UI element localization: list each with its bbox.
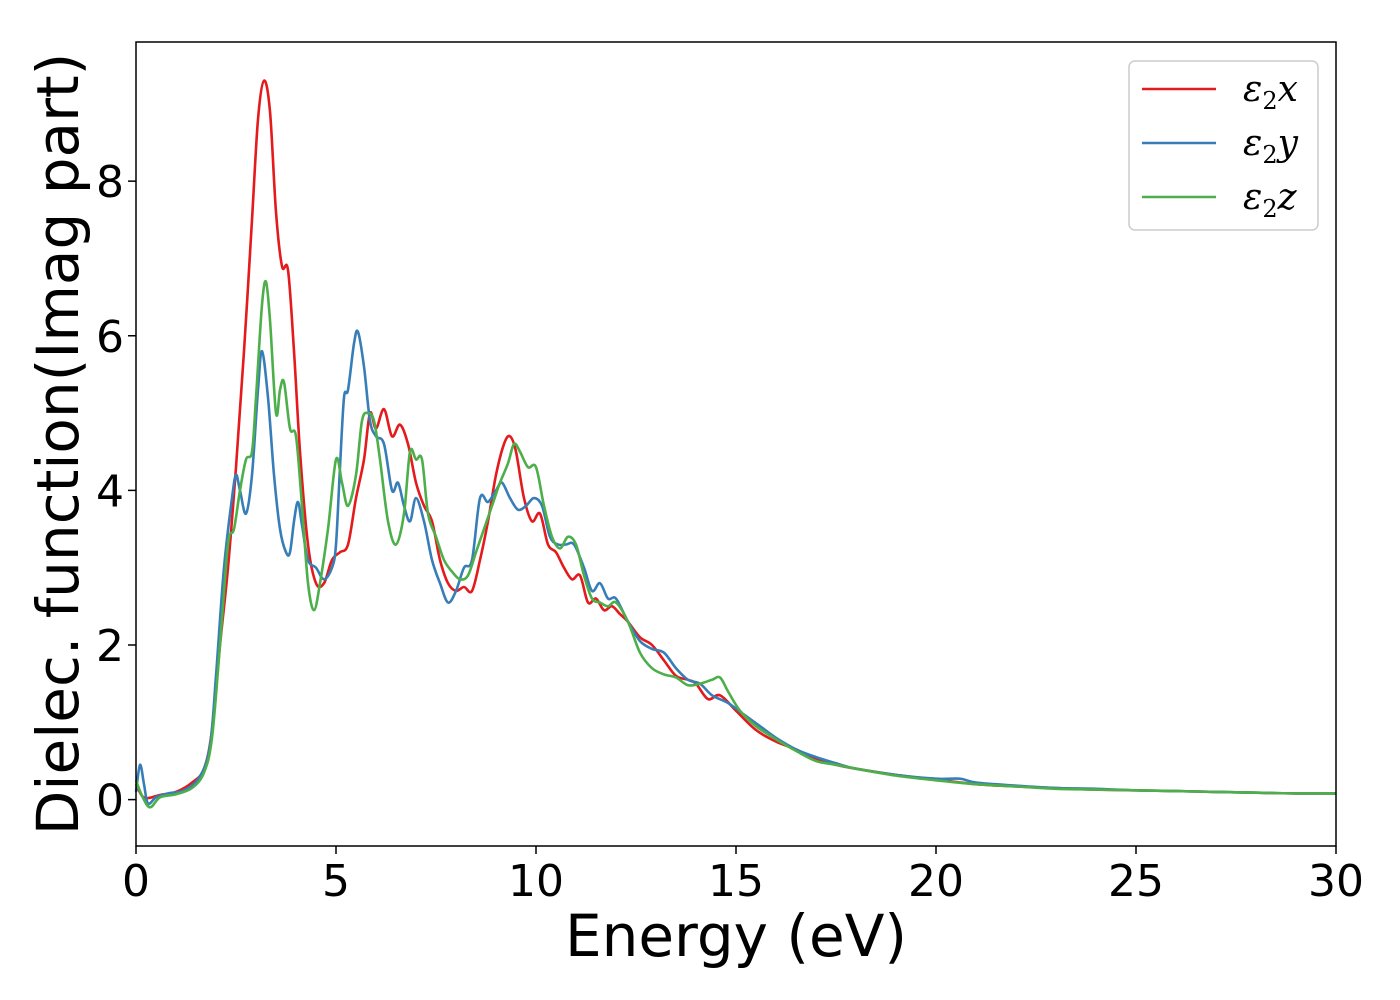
legend-label-2: ε2z: [1243, 177, 1298, 223]
x-tick-label: 15: [708, 856, 764, 907]
legend-label-1: ε2y: [1243, 123, 1299, 169]
x-axis: 0 5 10 15 20 25 30: [122, 846, 1364, 907]
x-tick-label: 25: [1108, 856, 1164, 907]
x-axis-title: Energy (eV): [565, 902, 907, 970]
series-line-2: [134, 279, 1337, 809]
y-axis: 0 2 4 6 8: [96, 157, 136, 827]
y-tick-label: 0: [96, 776, 124, 827]
y-tick-label: 4: [96, 466, 124, 517]
y-tick-label: 8: [96, 157, 124, 208]
y-tick-label: 2: [96, 621, 124, 672]
legend: ε2x ε2y ε2z: [1128, 60, 1319, 231]
x-tick-label: 30: [1308, 856, 1364, 907]
x-tick-label: 5: [322, 856, 350, 907]
x-tick-label: 20: [908, 856, 964, 907]
x-tick-label: 0: [122, 856, 150, 907]
legend-label-0: ε2x: [1243, 69, 1298, 115]
y-axis-title: Dielec. function(Imag part): [24, 53, 92, 836]
series-layer: [134, 79, 1337, 809]
x-tick-label: 10: [508, 856, 564, 907]
y-tick-label: 6: [96, 312, 124, 363]
series-line-1: [134, 329, 1337, 806]
legend-box: [1128, 60, 1319, 231]
